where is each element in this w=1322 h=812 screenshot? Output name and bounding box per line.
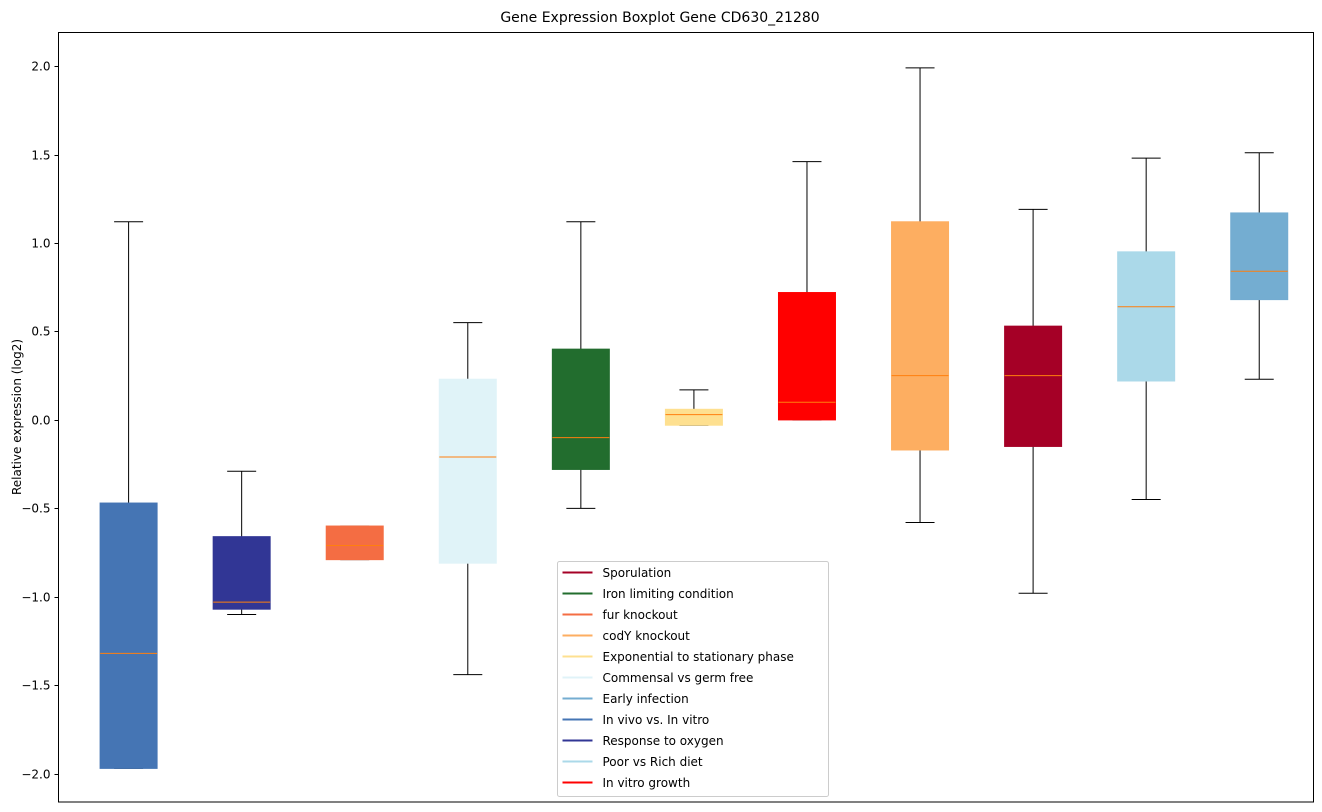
y-axis-label: Relative expression (log2)	[10, 339, 24, 495]
legend-label: Response to oxygen	[603, 734, 724, 748]
box-group	[99, 221, 158, 769]
box-iqr	[551, 348, 610, 470]
legend-item: Commensal vs germ free	[562, 671, 754, 685]
legend-frame	[557, 561, 829, 797]
box-group	[212, 470, 271, 615]
y-tick-label: 0.0	[31, 414, 50, 428]
box-group	[1230, 152, 1289, 380]
legend-item: Exponential to stationary phase	[562, 650, 794, 664]
legend-item: In vitro growth	[562, 776, 691, 790]
box-iqr	[438, 378, 497, 564]
box-iqr	[1230, 212, 1289, 301]
y-tick-label: −1.5	[21, 679, 50, 693]
legend: Sporulation Iron limiting condition fur kn…	[557, 561, 829, 797]
y-axis-ticks: −2.0 −1.5 −1.0 −0.5 0.0 0.5 1.0 1.5 2.0	[21, 60, 59, 782]
legend-label: Commensal vs germ free	[603, 671, 754, 685]
legend-label: fur knockout	[603, 608, 679, 622]
box-group	[551, 221, 610, 509]
y-tick-label: 0.5	[31, 325, 50, 339]
legend-item: Sporulation	[562, 566, 672, 580]
legend-label: Iron limiting condition	[603, 587, 734, 601]
box-group	[664, 389, 723, 426]
legend-label: In vitro growth	[603, 776, 691, 790]
legend-label: In vivo vs. In vitro	[603, 713, 710, 727]
box-group	[1117, 157, 1176, 501]
y-tick-label: −2.0	[21, 768, 50, 782]
box-iqr	[664, 408, 723, 426]
axes-frame	[58, 32, 1314, 803]
legend-label: codY knockout	[603, 629, 691, 643]
legend-item: fur knockout	[562, 608, 679, 622]
box-group	[1004, 208, 1063, 594]
legend-label: Sporulation	[603, 566, 672, 580]
legend-item: Response to oxygen	[562, 734, 724, 748]
box-iqr	[891, 221, 950, 451]
legend-item: Poor vs Rich diet	[562, 755, 703, 769]
box-group	[438, 322, 497, 676]
legend-item: In vivo vs. In vitro	[562, 713, 710, 727]
y-tick-label: −0.5	[21, 502, 50, 516]
y-tick-label: 1.5	[31, 149, 50, 163]
chart-title: Gene Expression Boxplot Gene CD630_21280	[500, 10, 819, 26]
legend-label: Early infection	[603, 692, 689, 706]
box-iqr	[99, 502, 158, 769]
box-iqr	[777, 292, 836, 421]
legend-label: Poor vs Rich diet	[603, 755, 703, 769]
legend-item: Iron limiting condition	[562, 587, 734, 601]
y-tick-label: 1.0	[31, 237, 50, 251]
box-iqr	[212, 536, 271, 610]
box-iqr	[1117, 251, 1176, 382]
y-tick-label: 2.0	[31, 60, 50, 74]
box-iqr	[325, 525, 384, 561]
legend-item: Early infection	[562, 692, 689, 706]
legend-label: Exponential to stationary phase	[603, 650, 794, 664]
y-tick-label: −1.0	[21, 591, 50, 605]
box-iqr	[1004, 325, 1063, 447]
legend-item: codY knockout	[562, 629, 691, 643]
box-group	[891, 67, 950, 524]
boxes-layer	[99, 67, 1289, 769]
box-group	[325, 525, 384, 561]
box-group	[777, 161, 836, 421]
